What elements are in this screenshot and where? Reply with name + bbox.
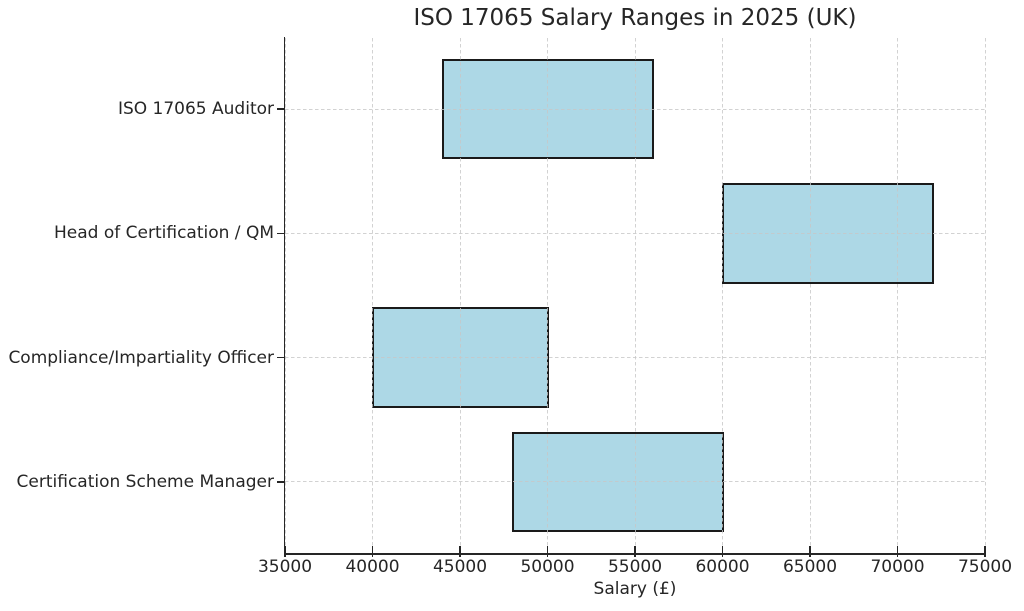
y-tick-mark: [277, 356, 285, 359]
x-gridline: [634, 38, 636, 553]
category-label: Compliance/Impartiality Officer: [8, 347, 274, 368]
x-axis-title: Salary (£): [593, 579, 677, 599]
x-tick-mark: [809, 546, 811, 557]
y-gridline: [285, 232, 985, 234]
chart-title: ISO 17065 Salary Ranges in 2025 (UK): [413, 5, 857, 31]
plot-area: [284, 38, 986, 553]
x-gridline: [809, 38, 811, 553]
x-tick-label: 75000: [957, 557, 1013, 577]
category-label: Head of Certification / QM: [54, 223, 274, 244]
x-tick-mark: [284, 546, 286, 557]
x-tick-label: 70000: [870, 557, 925, 577]
y-axis-line: [283, 37, 286, 554]
x-tick-mark: [459, 546, 461, 557]
y-tick-mark: [277, 108, 285, 110]
y-gridline: [285, 481, 985, 483]
x-tick-label: 65000: [782, 557, 838, 577]
x-tick-label: 55000: [607, 557, 663, 577]
x-gridline: [897, 38, 898, 553]
x-gridline: [722, 38, 723, 553]
x-tick-label: 35000: [257, 557, 313, 577]
x-tick-mark: [721, 546, 724, 557]
x-gridline: [547, 38, 548, 553]
y-tick-mark: [277, 232, 285, 235]
x-tick-label: 60000: [695, 557, 750, 577]
x-tick-label: 40000: [345, 557, 400, 577]
x-gridline: [984, 38, 986, 553]
x-gridline: [372, 38, 373, 553]
x-tick-mark: [634, 546, 636, 557]
x-tick-mark: [984, 546, 986, 557]
y-tick-mark: [277, 481, 285, 483]
x-tick-mark: [371, 546, 374, 557]
x-tick-label: 45000: [432, 557, 488, 577]
x-gridline: [459, 38, 461, 553]
category-label: Certification Scheme Manager: [16, 471, 274, 492]
x-tick-mark: [896, 546, 899, 557]
y-gridline: [285, 108, 985, 110]
y-gridline: [285, 357, 985, 359]
category-label: ISO 17065 Auditor: [117, 99, 274, 120]
x-tick-mark: [546, 546, 549, 557]
x-tick-label: 50000: [520, 557, 575, 577]
